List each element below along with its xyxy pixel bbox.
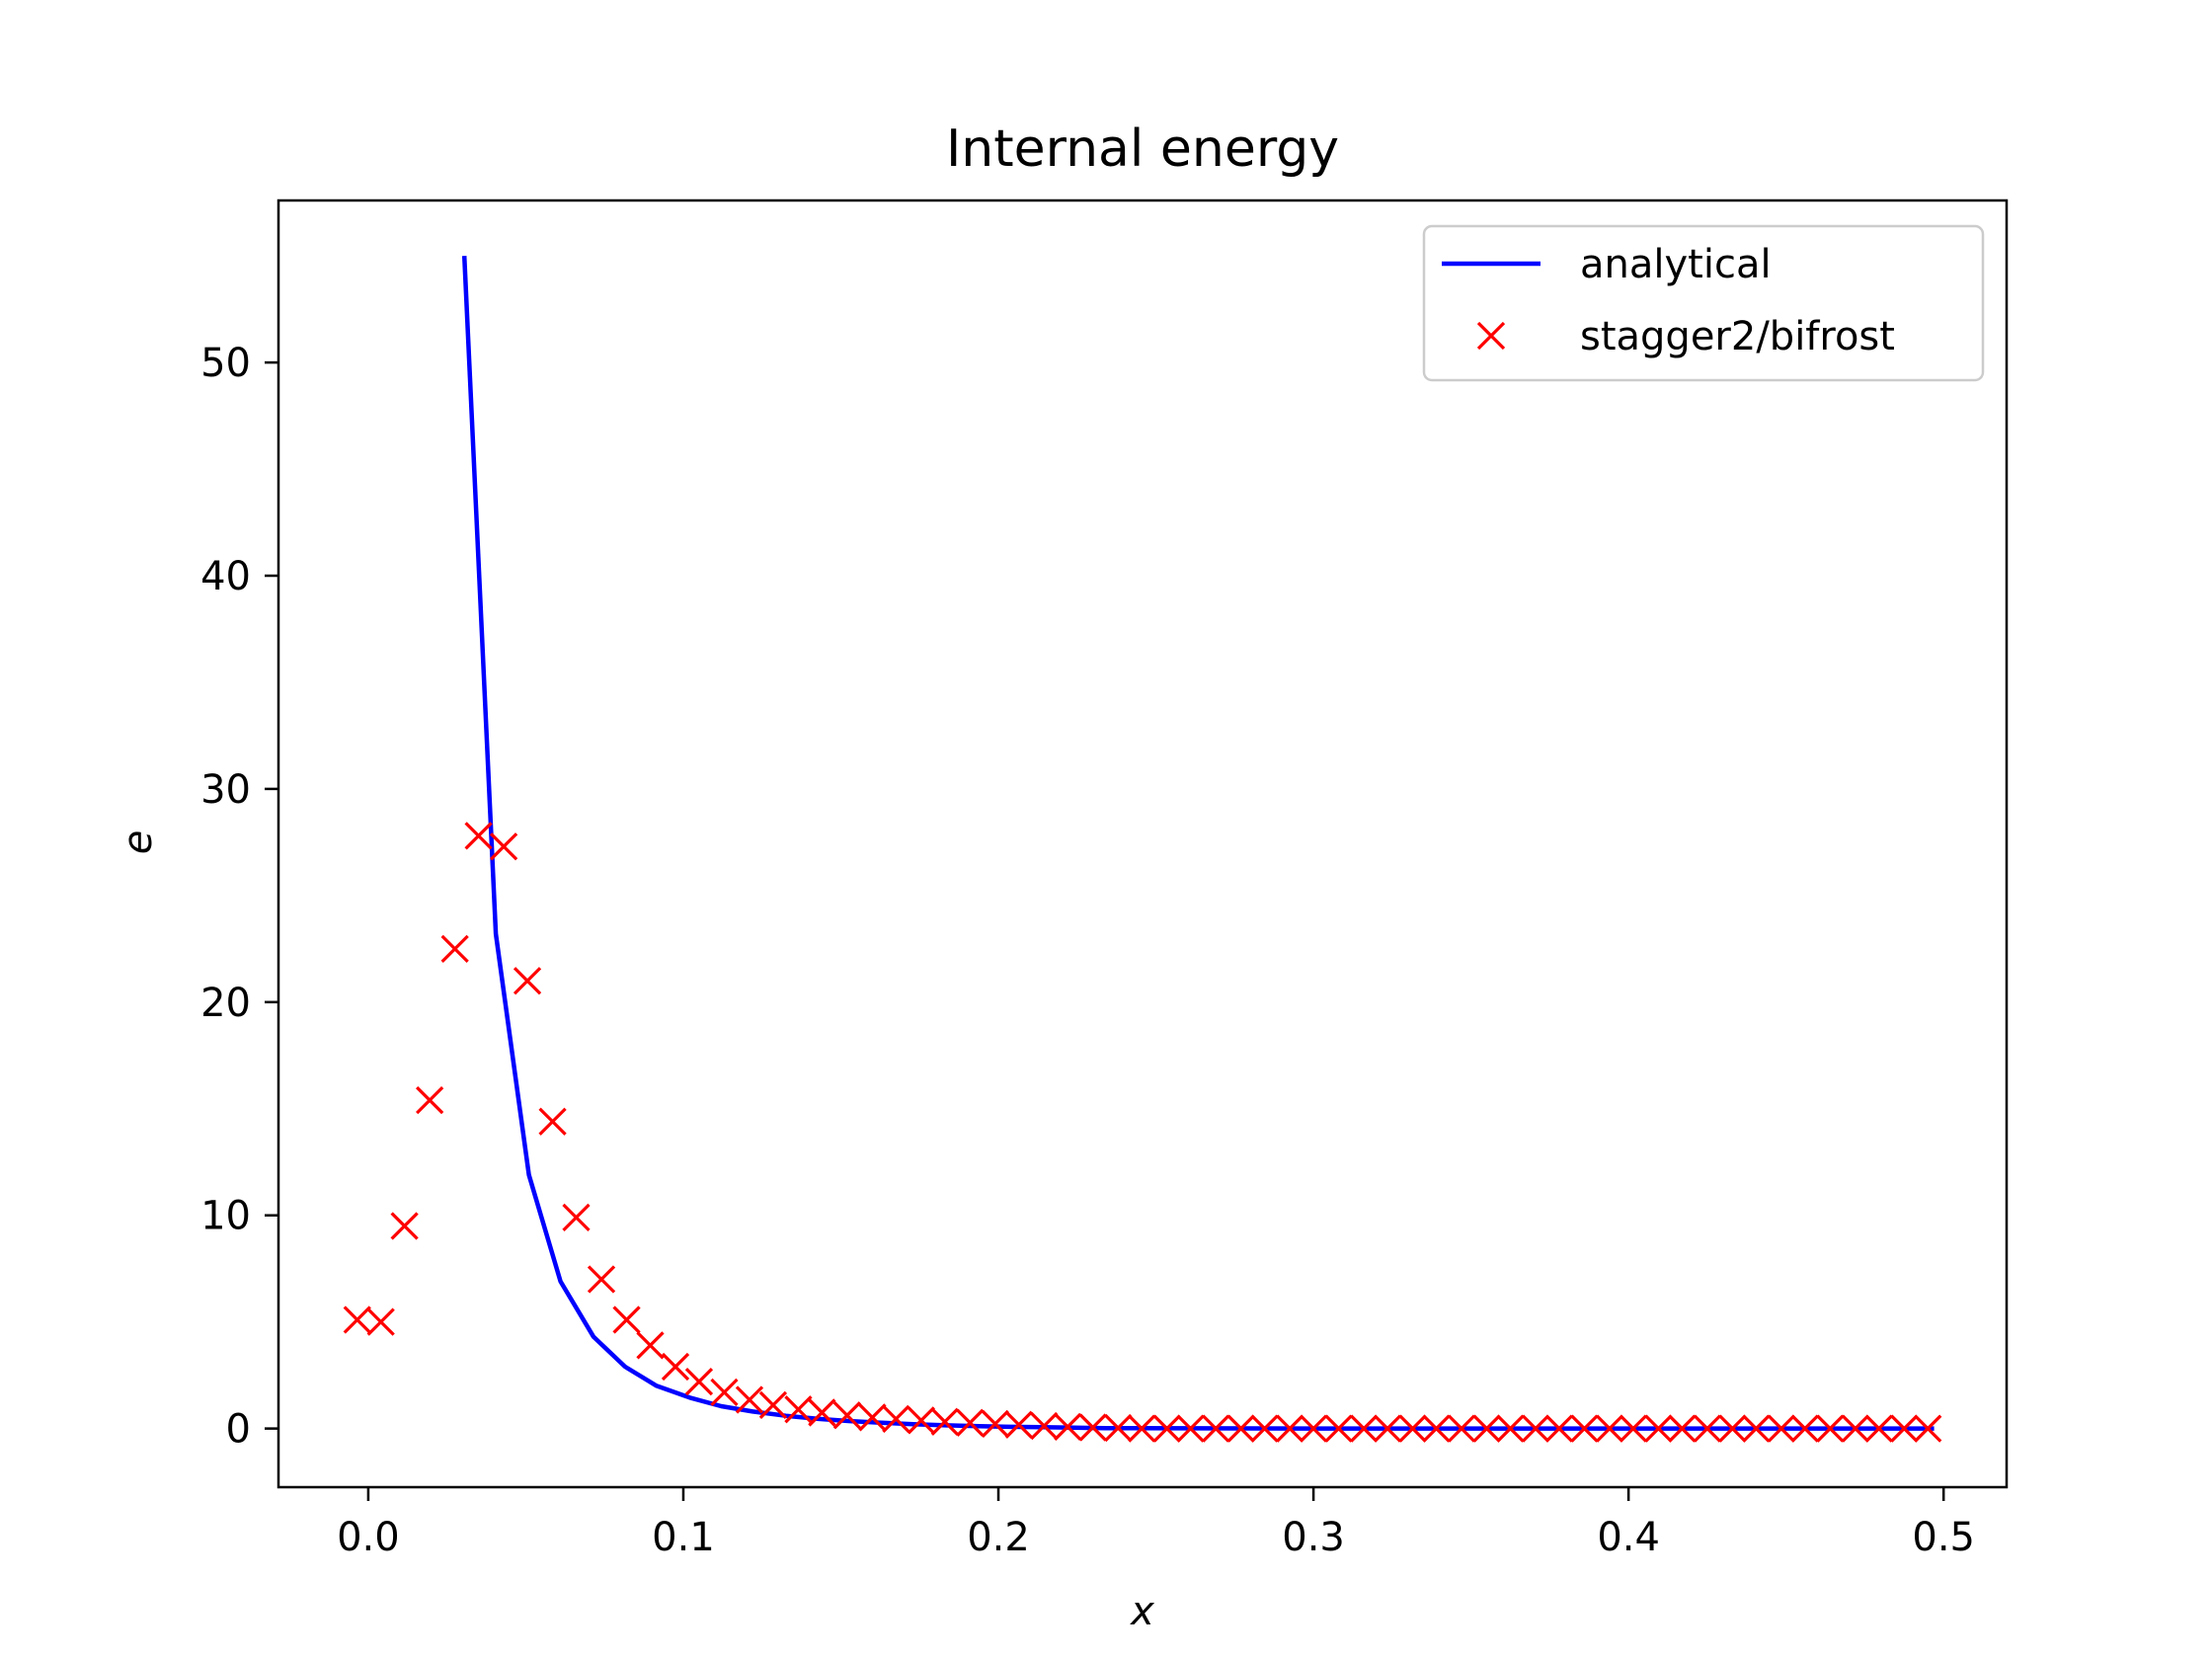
data-point-stagger2-bifrost [735,1385,764,1414]
data-point-stagger2-bifrost [1693,1414,1722,1443]
data-point-stagger2-bifrost [538,1107,567,1136]
data-point-stagger2-bifrost [343,1305,371,1334]
data-point-stagger2-bifrost [1422,1414,1451,1443]
data-point-stagger2-bifrost [440,934,469,963]
series-line-analytical [461,255,1935,1431]
data-point-stagger2-bifrost [489,832,518,861]
data-point-stagger2-bifrost [1128,1414,1156,1443]
x-tick-label: 0.1 [652,1515,715,1560]
data-point-stagger2-bifrost [1176,1414,1205,1443]
legend-x-marker [1476,321,1506,351]
data-point-stagger2-bifrost [1914,1414,1942,1443]
data-point-stagger2-bifrost [1104,1413,1133,1443]
y-tick-label: 30 [200,767,251,813]
data-point-stagger2-bifrost [1570,1414,1599,1443]
data-point-stagger2-bifrost [1299,1414,1328,1443]
data-point-stagger2-bifrost [1004,1410,1033,1439]
x-tick-label: 0.2 [967,1515,1030,1560]
data-point-stagger2-bifrost [464,822,493,850]
y-tick-label: 10 [200,1194,251,1239]
data-point-stagger2-bifrost [1226,1414,1255,1443]
y-axis: 0 10 20 30 40 50 [200,341,278,1453]
data-point-stagger2-bifrost [1398,1414,1427,1443]
chart-title: Internal energy [946,119,1339,179]
data-point-stagger2-bifrost [858,1403,887,1432]
y-tick-label: 40 [200,554,251,599]
data-point-stagger2-bifrost [1349,1414,1379,1443]
data-point-stagger2-bifrost [832,1401,862,1430]
plot-area [343,255,1942,1443]
data-point-stagger2-bifrost [1668,1414,1697,1443]
data-point-stagger2-bifrost [1054,1412,1082,1442]
data-point-stagger2-bifrost [808,1398,836,1427]
data-point-stagger2-bifrost [710,1378,739,1407]
data-point-stagger2-bifrost [513,967,542,995]
data-point-stagger2-bifrost [1890,1414,1919,1443]
data-point-stagger2-bifrost [1496,1414,1525,1443]
data-point-stagger2-bifrost [1619,1414,1648,1443]
data-point-stagger2-bifrost [1521,1414,1550,1443]
plot-frame [276,198,2009,1489]
data-point-stagger2-bifrost [930,1407,959,1436]
data-point-stagger2-bifrost [956,1408,985,1437]
x-axis-label: x [1129,1589,1154,1634]
y-axis-label: e [116,830,161,855]
data-point-stagger2-bifrost [1718,1414,1747,1443]
data-point-stagger2-bifrost [1078,1413,1107,1442]
x-tick-label: 0.4 [1597,1515,1660,1560]
legend-analytical-label: analytical [1580,242,1772,287]
data-point-stagger2-bifrost [907,1406,935,1435]
x-axis: 0.0 0.1 0.2 0.3 0.4 0.5 [337,1487,1975,1560]
data-point-stagger2-bifrost [416,1085,444,1115]
legend-stagger2-bifrost-label: stagger2/bifrost [1580,314,1895,359]
y-tick-label: 20 [200,981,251,1026]
data-point-stagger2-bifrost [390,1212,419,1240]
data-point-stagger2-bifrost [981,1409,1009,1439]
data-point-stagger2-bifrost [1202,1414,1230,1443]
data-point-stagger2-bifrost [784,1395,813,1424]
data-point-stagger2-bifrost [562,1203,591,1232]
data-point-stagger2-bifrost [661,1352,690,1382]
data-point-stagger2-bifrost [1790,1414,1819,1443]
data-point-stagger2-bifrost [1644,1414,1673,1443]
data-point-stagger2-bifrost [1816,1414,1845,1443]
legend: analytical stagger2/bifrost [1422,224,1985,382]
data-point-stagger2-bifrost [1742,1414,1771,1443]
data-point-stagger2-bifrost [1544,1414,1574,1443]
data-point-stagger2-bifrost [1250,1414,1279,1443]
data-point-stagger2-bifrost [758,1390,788,1420]
x-tick-label: 0.0 [337,1515,400,1560]
data-point-stagger2-bifrost [1152,1414,1181,1443]
data-point-stagger2-bifrost [612,1305,641,1334]
y-tick-label: 50 [200,341,251,386]
data-point-stagger2-bifrost [587,1265,616,1294]
data-point-stagger2-bifrost [1841,1414,1869,1443]
legend-box [1422,224,1985,382]
data-point-stagger2-bifrost [1373,1414,1402,1443]
data-point-stagger2-bifrost [1030,1411,1059,1441]
data-point-stagger2-bifrost [1276,1414,1304,1443]
data-point-stagger2-bifrost [1864,1414,1893,1443]
data-point-stagger2-bifrost [1595,1414,1624,1443]
x-tick-label: 0.5 [1912,1515,1975,1560]
legend-stagger2-bifrost-swatch [1476,321,1506,351]
data-point-stagger2-bifrost [636,1331,665,1360]
data-point-stagger2-bifrost [684,1367,714,1396]
y-tick-label: 0 [226,1407,251,1453]
data-point-stagger2-bifrost [366,1307,395,1336]
data-point-stagger2-bifrost [1767,1414,1796,1443]
data-point-stagger2-bifrost [1472,1414,1501,1443]
x-tick-label: 0.3 [1282,1515,1345,1560]
data-point-stagger2-bifrost [1324,1414,1353,1443]
data-point-stagger2-bifrost [1447,1414,1476,1443]
data-point-stagger2-bifrost [882,1404,910,1434]
